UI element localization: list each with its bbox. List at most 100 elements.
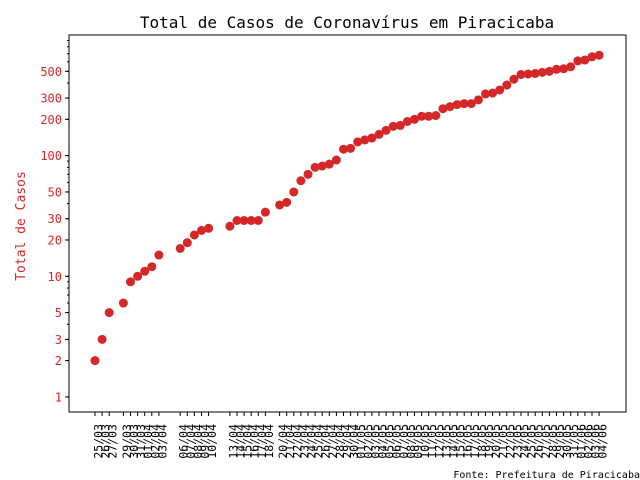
y-tick-label: 500 [40, 65, 62, 79]
data-point [310, 162, 320, 172]
data-point [395, 120, 405, 130]
x-tick-label: 17/05 [468, 424, 482, 459]
data-point [374, 129, 384, 139]
x-tick-label: 18/04 [262, 424, 276, 459]
chart-title: Total de Casos de Coronavírus em Piracic… [140, 13, 554, 32]
x-tick-label: 28/04 [333, 424, 347, 459]
data-point [253, 215, 263, 225]
y-axis: 1 2 3 5 10 20 30 50 100 200 300 500 [40, 40, 69, 404]
data-point [303, 169, 313, 179]
data-point [473, 95, 483, 105]
x-tick-label: 04/05 [376, 424, 390, 459]
data-point [246, 215, 256, 225]
data-point [339, 144, 348, 154]
data-point [502, 80, 512, 90]
x-tick-label: 30/04 [347, 424, 361, 459]
x-tick-label: 26/05 [532, 424, 546, 459]
x-tick-label: 27/05 [539, 424, 553, 459]
y-tick-label: 100 [40, 149, 62, 163]
data-point [97, 334, 107, 344]
x-tick-label: 06/05 [390, 424, 404, 459]
source-note: Fonte: Prefeitura de Piracicaba [453, 470, 640, 480]
x-tick-label: 02/04 [148, 424, 162, 459]
data-point [182, 238, 192, 248]
data-point [438, 104, 448, 114]
x-tick-label: 22/04 [290, 424, 304, 459]
data-point [225, 221, 235, 231]
x-tick-label: 27/04 [326, 424, 340, 459]
data-point [388, 121, 398, 131]
x-tick-label: 24/04 [305, 424, 319, 459]
x-tick-label: 04/06 [596, 424, 610, 459]
x-tick-label: 01/05 [354, 424, 368, 459]
data-point [289, 187, 299, 197]
x-tick-label: 10/04 [205, 424, 219, 459]
data-point [445, 102, 455, 112]
data-point [552, 64, 561, 74]
x-tick-label: 31/03 [134, 424, 148, 459]
data-point [417, 111, 427, 121]
data-point [452, 100, 462, 110]
x-tick-label: 29/04 [340, 424, 354, 459]
data-point [488, 88, 498, 98]
data-point [410, 114, 419, 124]
x-tick-label: 31/05 [567, 424, 581, 459]
x-tick-label: 02/06 [581, 424, 595, 459]
data-point [154, 250, 164, 260]
x-tick-label: 27/03 [106, 424, 120, 459]
x-tick-label: 03/06 [589, 424, 603, 459]
y-tick-label: 300 [40, 92, 62, 106]
data-point [431, 111, 441, 121]
data-point [424, 111, 434, 121]
data-point [402, 116, 412, 126]
x-tick-label: 07/04 [184, 424, 198, 459]
x-tick-label: 22/05 [503, 424, 517, 459]
data-point [140, 266, 150, 276]
data-point [126, 277, 135, 287]
data-point [360, 135, 370, 145]
plot-frame [68, 34, 627, 413]
data-point [381, 125, 391, 135]
data-point [260, 207, 270, 217]
x-tick-label: 09/05 [411, 424, 425, 459]
data-point [239, 215, 249, 225]
x-tick-label: 25/05 [525, 424, 539, 459]
data-point [232, 215, 242, 225]
x-tick-label: 07/05 [397, 424, 411, 459]
x-tick-label: 14/05 [447, 424, 461, 459]
x-tick-label: 26/04 [319, 424, 333, 459]
x-tick-label: 25/03 [92, 424, 106, 459]
data-point [104, 308, 114, 318]
data-point [367, 133, 377, 143]
x-tick-label: 28/05 [546, 424, 560, 459]
x-tick-label: 08/05 [404, 424, 418, 459]
data-point [559, 64, 569, 74]
x-tick-label: 23/04 [297, 424, 311, 459]
x-tick-label: 09/04 [198, 424, 212, 459]
data-point [204, 223, 214, 233]
x-tick-label: 16/05 [461, 424, 475, 459]
x-tick-label: 16/04 [248, 424, 262, 459]
data-point [296, 176, 306, 186]
x-tick-label: 03/05 [368, 424, 382, 459]
data-point [544, 66, 554, 76]
y-tick-label: 20 [48, 233, 62, 247]
y-tick-label: 50 [48, 185, 62, 199]
x-tick-label: 24/05 [518, 424, 532, 459]
y-tick-label: 5 [55, 306, 62, 320]
x-tick-label: 01/06 [574, 424, 588, 459]
data-point [175, 243, 185, 253]
data-point [566, 62, 576, 72]
data-point [118, 298, 128, 308]
data-point [317, 161, 327, 171]
y-tick-label: 30 [48, 212, 62, 226]
data-point [537, 67, 547, 77]
data-point [509, 74, 519, 84]
data-point [516, 70, 526, 80]
x-tick-label: 06/04 [177, 424, 191, 459]
x-tick-label: 01/04 [141, 424, 155, 459]
x-tick-label: 21/04 [283, 424, 297, 459]
x-tick-label: 15/05 [454, 424, 468, 459]
data-point [324, 159, 334, 169]
